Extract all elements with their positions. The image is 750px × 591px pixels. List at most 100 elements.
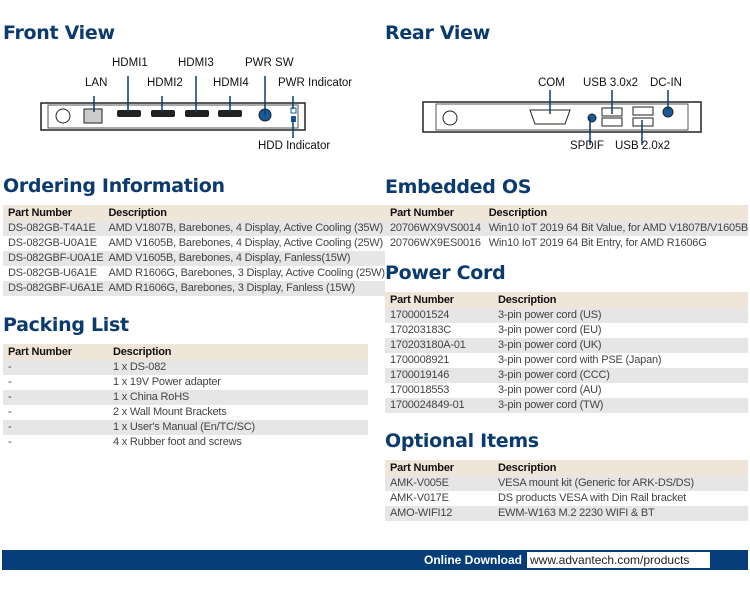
part-number-cell: AMK-V005E — [385, 476, 493, 491]
description-cell: DS products VESA with Din Rail bracket — [493, 491, 748, 506]
dc-in-label: DC-IN — [650, 77, 682, 89]
hdmi1-label: HDMI1 — [112, 57, 148, 69]
spdif-label: SPDIF — [570, 140, 604, 152]
table-row: 1700018553 3-pin power cord (AU) — [385, 383, 748, 398]
ordering-table: Part Number Description DS-082GB-T4A1E AMD … — [3, 205, 385, 296]
column-header: Description — [103, 205, 385, 221]
lan-label: LAN — [85, 77, 108, 89]
description-cell: VESA mount kit (Generic for ARK-DS/DS) — [493, 476, 748, 491]
part-number-cell: 1700001524 — [385, 308, 493, 323]
hdmi3-label: HDMI3 — [178, 57, 214, 69]
table-row: 20706WX9VS0014 Win10 IoT 2019 64 Bit Valu… — [385, 221, 748, 236]
table-row: -4 x Rubber foot and screws — [3, 435, 368, 450]
part-number-cell: DS-082GBF-U6A1E — [3, 281, 104, 296]
table-header-row: Part Number Description — [3, 344, 368, 360]
description-cell: Win10 IoT 2019 64 Bit Value, for AMD V18… — [483, 221, 748, 236]
column-header: Description — [483, 205, 748, 221]
front-view-title: Front View — [3, 22, 115, 44]
description-cell: AMD V1807B, Barebones, 4 Display, Active… — [103, 221, 385, 236]
column-header: Part Number — [385, 292, 493, 308]
description-cell: 3-pin power cord (UK) — [493, 338, 748, 353]
part-number-cell: 1700019146 — [385, 368, 493, 383]
part-number-cell: - — [3, 360, 108, 375]
table-row: DS-082GB-U0A1E AMD V1605B, Barebones, 4 D… — [3, 236, 385, 251]
power-cord-table: Part Number Description 1700001524 3-pin po… — [385, 292, 748, 413]
column-header: Description — [493, 292, 748, 308]
description-cell: 3-pin power cord with PSE (Japan) — [493, 353, 748, 368]
description-cell: AMD R1606G, Barebones, 3 Display, Active… — [103, 266, 385, 281]
table-row: 1700001524 3-pin power cord (US) — [385, 308, 748, 323]
description-cell: EWM-W163 M.2 2230 WIFI & BT — [493, 506, 748, 521]
table-header-row: Part Number Description — [385, 460, 748, 476]
part-number-cell: - — [3, 375, 108, 390]
description-cell: 3-pin power cord (AU) — [493, 383, 748, 398]
table-row: 170203183C 3-pin power cord (EU) — [385, 323, 748, 338]
table-row: -1 x 19V Power adapter — [3, 375, 368, 390]
description-cell: 1 x 19V Power adapter — [108, 375, 368, 390]
table-row: AMK-V005E VESA mount kit (Generic for ARK… — [385, 476, 748, 491]
table-row: AMO-WIFI12 EWM-W163 M.2 2230 WIFI & BT — [385, 506, 748, 521]
description-cell: AMD R1606G, Barebones, 3 Display, Fanles… — [103, 281, 385, 296]
part-number-cell: 1700024849-01 — [385, 398, 493, 413]
table-row: 1700019146 3-pin power cord (CCC) — [385, 368, 748, 383]
hdmi4-label: HDMI4 — [213, 77, 249, 89]
table-row: DS-082GBF-U6A1E AMD R1606G, Barebones, 3 … — [3, 281, 385, 296]
description-cell: Win10 IoT 2019 64 Bit Entry, for AMD R16… — [483, 236, 748, 251]
table-row: -1 x DS-082 — [3, 360, 368, 375]
embedded-os-title: Embedded OS — [385, 176, 532, 198]
part-number-cell: 20706WX9VS0014 — [385, 221, 484, 236]
table-header-row: Part Number Description — [3, 205, 385, 221]
part-number-cell: 170203180A-01 — [385, 338, 493, 353]
description-cell: 1 x User's Manual (En/TC/SC) — [108, 420, 368, 435]
pwr-indicator-label: PWR Indicator — [278, 77, 353, 89]
packing-title: Packing List — [3, 314, 129, 336]
column-header: Description — [493, 460, 748, 476]
part-number-cell: DS-082GBF-U0A1E — [3, 251, 104, 266]
pwr-sw-label: PWR SW — [245, 57, 294, 69]
optional-items-table: Part Number Description AMK-V005E VESA moun… — [385, 460, 748, 521]
description-cell: 3-pin power cord (CCC) — [493, 368, 748, 383]
column-header: Part Number — [3, 344, 108, 360]
table-row: 1700024849-01 3-pin power cord (TW) — [385, 398, 748, 413]
description-cell: AMD V1605B, Barebones, 4 Display, Active… — [103, 236, 385, 251]
part-number-cell: - — [3, 405, 108, 420]
part-number-cell: - — [3, 435, 108, 450]
column-header: Part Number — [385, 460, 493, 476]
part-number-cell: - — [3, 390, 108, 405]
rear-view-title: Rear View — [385, 22, 490, 44]
table-row: 1700008921 3-pin power cord with PSE (Jap… — [385, 353, 748, 368]
part-number-cell: AMK-V017E — [385, 491, 493, 506]
power-cord-title: Power Cord — [385, 262, 506, 284]
table-row: -1 x User's Manual (En/TC/SC) — [3, 420, 368, 435]
table-row: DS-082GBF-U0A1E AMD V1605B, Barebones, 4 … — [3, 251, 385, 266]
table-row: -2 x Wall Mount Brackets — [3, 405, 368, 420]
footer-bar: Online Download www.advantech.com/produc… — [2, 550, 748, 570]
online-download-label: Online Download — [424, 553, 522, 567]
table-header-row: Part Number Description — [385, 292, 748, 308]
description-cell: 4 x Rubber foot and screws — [108, 435, 368, 450]
ordering-title: Ordering Information — [3, 175, 225, 197]
part-number-cell: 1700018553 — [385, 383, 493, 398]
description-cell: 3-pin power cord (EU) — [493, 323, 748, 338]
table-header-row: Part Number Description — [385, 205, 748, 221]
part-number-cell: 20706WX9ES0016 — [385, 236, 484, 251]
download-url-link[interactable]: www.advantech.com/products — [527, 552, 710, 568]
front-panel-diagram — [40, 76, 306, 138]
column-header: Part Number — [385, 205, 484, 221]
hdmi2-label: HDMI2 — [147, 77, 183, 89]
column-header: Description — [108, 344, 368, 360]
table-row: 170203180A-01 3-pin power cord (UK) — [385, 338, 748, 353]
part-number-cell: 1700008921 — [385, 353, 493, 368]
rear-panel-diagram — [422, 90, 702, 145]
hdd-indicator-label: HDD Indicator — [258, 140, 331, 152]
description-cell: 1 x China RoHS — [108, 390, 368, 405]
part-number-cell: AMO-WIFI12 — [385, 506, 493, 521]
description-cell: 3-pin power cord (TW) — [493, 398, 748, 413]
embedded-os-table: Part Number Description 20706WX9VS0014 Win1… — [385, 205, 748, 251]
part-number-cell: DS-082GB-U0A1E — [3, 236, 104, 251]
description-cell: 1 x DS-082 — [108, 360, 368, 375]
table-row: DS-082GB-U6A1E AMD R1606G, Barebones, 3 D… — [3, 266, 385, 281]
part-number-cell: - — [3, 420, 108, 435]
table-row: -1 x China RoHS — [3, 390, 368, 405]
table-row: 20706WX9ES0016 Win10 IoT 2019 64 Bit Entr… — [385, 236, 748, 251]
